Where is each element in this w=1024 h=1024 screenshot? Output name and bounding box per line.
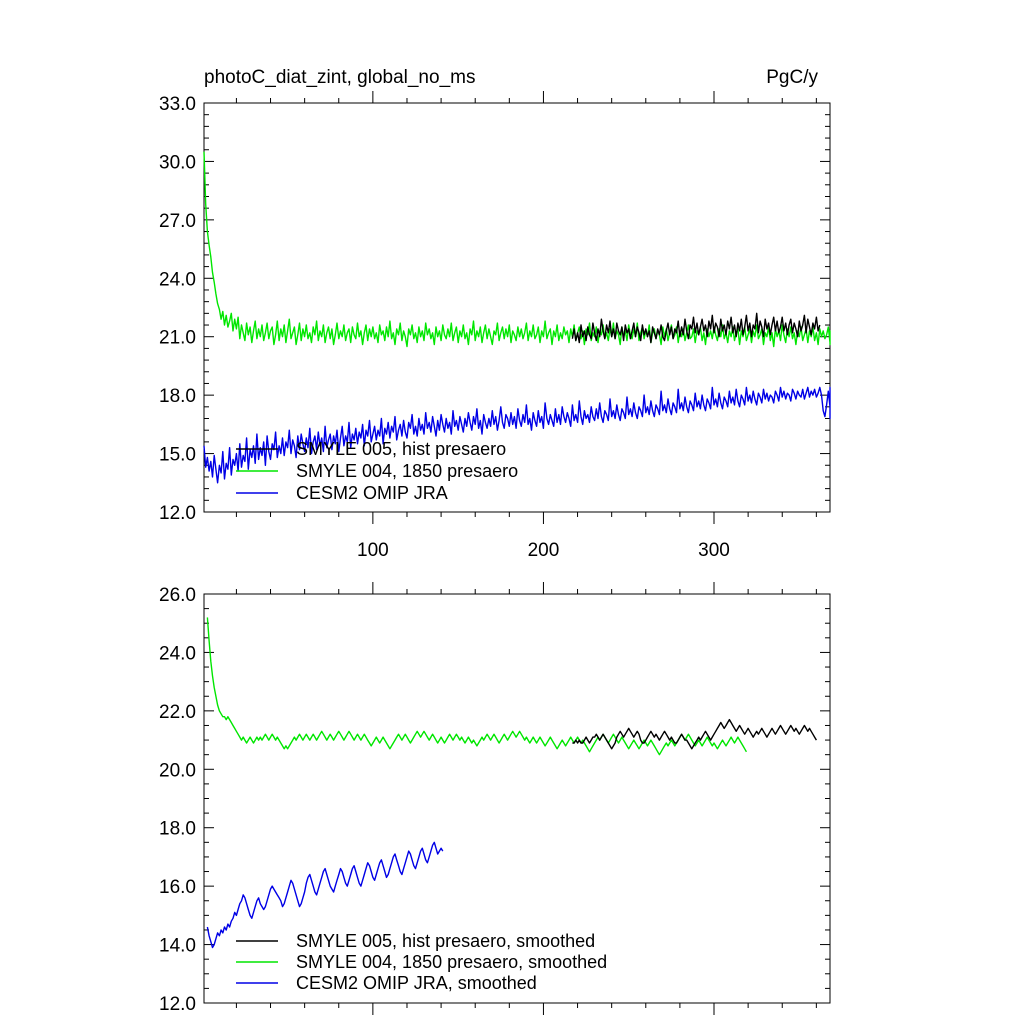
units-label: PgC/y [766, 67, 818, 88]
series-line-0 [572, 718, 818, 750]
top-panel: 12.0 15.0 18.0 21.0 24.0 27.0 30.0 33.0 100 200 30… [159, 91, 831, 561]
y-tick-label: 18.0 [159, 386, 196, 407]
y-tick-label: 21.0 [159, 328, 196, 349]
y-tick-label: 16.0 [159, 877, 196, 898]
series-line-0 [571, 312, 821, 344]
series-line-1 [206, 617, 748, 756]
y-tick-label: 14.0 [159, 936, 196, 957]
series-line-2 [203, 386, 831, 484]
legend-label: CESM2 OMIP JRA [296, 483, 448, 503]
series-line-2 [206, 841, 444, 949]
y-tick-label: 24.0 [159, 643, 196, 664]
variable-title: photoC_diat_zint, global_no_ms [204, 67, 475, 88]
legend-label: SMYLE 005, hist presaero [296, 439, 506, 459]
plot-frame [203, 102, 831, 513]
y-tick-label: 12.0 [159, 503, 196, 524]
y-tick-label: 15.0 [159, 445, 196, 466]
legend-label: SMYLE 004, 1850 presaero, smoothed [296, 952, 607, 972]
y-tick-label: 20.0 [159, 760, 196, 781]
y-tick-label: 24.0 [159, 269, 196, 290]
legend-label: SMYLE 005, hist presaero, smoothed [296, 931, 595, 951]
legend-label: CESM2 OMIP JRA, smoothed [296, 973, 537, 993]
y-tick-label: 12.0 [159, 994, 196, 1015]
y-tick-label: 30.0 [159, 152, 196, 173]
series-line-1 [203, 151, 831, 348]
x-tick-label: 100 [357, 540, 389, 561]
legend-label: SMYLE 004, 1850 presaero [296, 461, 518, 481]
y-tick-label: 27.0 [159, 211, 196, 232]
x-tick-label: 300 [698, 540, 730, 561]
x-tick-label: 200 [528, 540, 560, 561]
y-tick-label: 22.0 [159, 702, 196, 723]
y-tick-label: 26.0 [159, 585, 196, 606]
bottom-panel: 12.0 14.0 16.0 18.0 20.0 22.0 24.0 26.0 SMYLE 00… [159, 582, 831, 1015]
y-tick-label: 18.0 [159, 819, 196, 840]
y-tick-label: 33.0 [159, 94, 196, 115]
